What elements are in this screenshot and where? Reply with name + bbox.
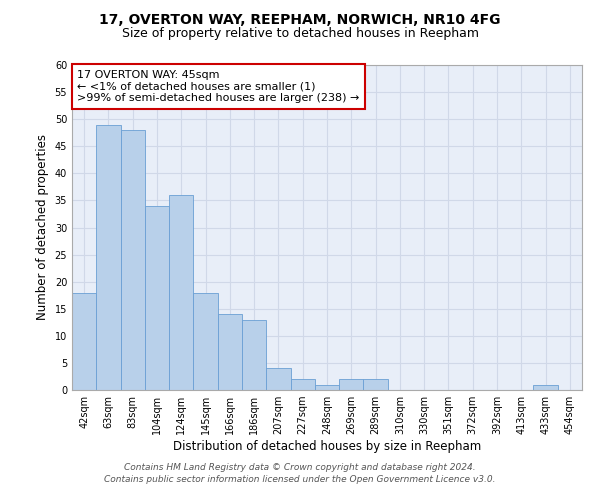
Bar bbox=[290, 379, 315, 390]
Bar bbox=[72, 292, 96, 390]
Bar bbox=[96, 124, 121, 390]
Y-axis label: Number of detached properties: Number of detached properties bbox=[36, 134, 49, 320]
X-axis label: Distribution of detached houses by size in Reepham: Distribution of detached houses by size … bbox=[173, 440, 481, 453]
Bar bbox=[315, 384, 339, 390]
Bar bbox=[533, 384, 558, 390]
Text: Contains HM Land Registry data © Crown copyright and database right 2024.: Contains HM Land Registry data © Crown c… bbox=[124, 464, 476, 472]
Bar bbox=[193, 292, 218, 390]
Bar bbox=[339, 379, 364, 390]
Bar bbox=[218, 314, 242, 390]
Text: 17 OVERTON WAY: 45sqm
← <1% of detached houses are smaller (1)
>99% of semi-deta: 17 OVERTON WAY: 45sqm ← <1% of detached … bbox=[77, 70, 359, 103]
Bar bbox=[364, 379, 388, 390]
Bar bbox=[121, 130, 145, 390]
Bar bbox=[242, 320, 266, 390]
Bar bbox=[266, 368, 290, 390]
Text: 17, OVERTON WAY, REEPHAM, NORWICH, NR10 4FG: 17, OVERTON WAY, REEPHAM, NORWICH, NR10 … bbox=[99, 12, 501, 26]
Bar bbox=[169, 195, 193, 390]
Text: Size of property relative to detached houses in Reepham: Size of property relative to detached ho… bbox=[121, 28, 479, 40]
Text: Contains public sector information licensed under the Open Government Licence v3: Contains public sector information licen… bbox=[104, 475, 496, 484]
Bar bbox=[145, 206, 169, 390]
